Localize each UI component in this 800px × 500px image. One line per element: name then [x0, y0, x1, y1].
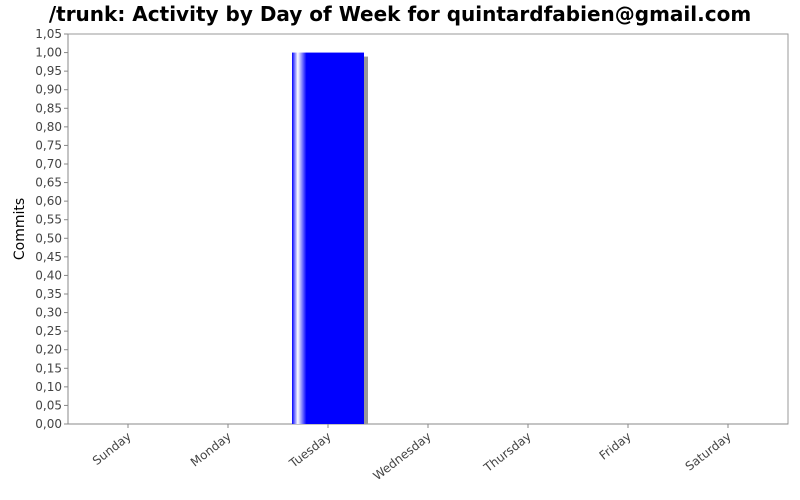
y-tick-label: 1,05 [35, 27, 62, 41]
y-tick-label: 0,35 [35, 287, 62, 301]
y-tick-label: 0,80 [35, 120, 62, 134]
y-tick-label: 0,70 [35, 157, 62, 171]
bar-tuesday [292, 52, 364, 424]
y-tick-label: 0,55 [35, 213, 62, 227]
chart-title: /trunk: Activity by Day of Week for quin… [49, 2, 751, 26]
y-tick-label: 0,40 [35, 268, 62, 282]
y-tick-label: 0,60 [35, 194, 62, 208]
y-axis-ticks: 0,00 0,05 0,10 0,15 0,20 0,25 0,30 0,35 0,40 0,45… [35, 27, 68, 431]
bars-group [292, 52, 368, 424]
y-tick-label: 0,50 [35, 231, 62, 245]
y-tick-label: 0,65 [35, 176, 62, 190]
y-tick-label: 0,30 [35, 306, 62, 320]
plot-area [67, 33, 789, 425]
x-axis-ticks: Sunday Monday Tuesday Wednesday Thursday Frid… [90, 424, 734, 483]
x-tick-label-friday: Friday [597, 429, 634, 462]
y-axis-title: Commits [12, 198, 28, 260]
y-tick-label: 0,00 [35, 417, 62, 431]
x-tick-label-monday: Monday [188, 429, 234, 469]
x-tick-label-tuesday: Tuesday [286, 429, 334, 471]
y-tick-label: 1,00 [35, 46, 62, 60]
y-tick-label: 0,90 [35, 83, 62, 97]
x-tick-label-wednesday: Wednesday [370, 429, 433, 483]
x-tick-label-saturday: Saturday [683, 429, 734, 473]
y-tick-label: 0,15 [35, 361, 62, 375]
x-tick-label-thursday: Thursday [480, 429, 533, 475]
y-tick-label: 0,25 [35, 324, 62, 338]
y-tick-label: 0,20 [35, 343, 62, 357]
y-tick-label: 0,05 [35, 398, 62, 412]
y-tick-label: 0,95 [35, 64, 62, 78]
y-tick-label: 0,75 [35, 138, 62, 152]
x-tick-label-sunday: Sunday [90, 429, 134, 468]
y-tick-label: 0,45 [35, 250, 62, 264]
y-tick-label: 0,10 [35, 380, 62, 394]
y-tick-label: 0,85 [35, 101, 62, 115]
